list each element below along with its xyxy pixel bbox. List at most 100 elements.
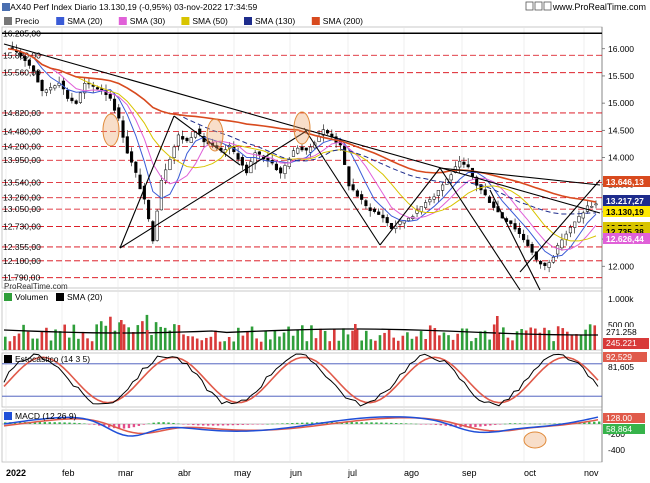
candle-body	[360, 194, 364, 200]
volume-bar	[81, 331, 85, 350]
trend-line	[119, 115, 175, 249]
candle-body	[424, 202, 428, 208]
macd-hist-bar	[429, 424, 433, 425]
month-label-10: nov	[584, 468, 599, 478]
volume-bar	[4, 336, 7, 350]
candle-body	[326, 130, 330, 134]
volume-bar	[364, 330, 368, 350]
volume-bar	[173, 324, 176, 350]
macd-hist-bar	[18, 422, 22, 424]
menu-icon[interactable]	[2, 3, 10, 11]
month-label-5: jun	[289, 468, 302, 478]
volume-bar	[250, 326, 254, 350]
level-label-7: 13.540,00	[3, 178, 41, 188]
macd-hist-bar	[538, 423, 541, 425]
highlight-oval	[102, 113, 120, 147]
level-label-0: 16.285,00	[3, 28, 41, 38]
legend-swatch-5	[311, 17, 320, 25]
volume-bar	[141, 321, 144, 350]
volume-bar	[310, 325, 313, 350]
macd-hist-bar	[439, 424, 442, 426]
candle-body	[125, 136, 129, 154]
volume-bar	[122, 324, 126, 350]
macd-hist-bar	[48, 422, 51, 424]
macd-hist-bar	[494, 424, 497, 425]
macd-tag-bg-2	[603, 424, 645, 434]
macd-line	[3, 416, 599, 437]
price-tag-bg	[603, 176, 650, 187]
volume-bar	[246, 331, 249, 350]
volume-bar	[86, 338, 89, 350]
volume-bar	[278, 336, 281, 350]
volume-bar	[383, 332, 386, 350]
close-icon[interactable]	[543, 1, 552, 11]
volume-bar	[492, 324, 496, 350]
volume-bar	[241, 335, 245, 350]
candle-body	[172, 146, 176, 158]
macd-hist-bar	[469, 424, 472, 428]
legend-swatch-3	[181, 17, 190, 25]
macd-hist-bar	[548, 423, 551, 425]
macd-hist-bar	[484, 424, 487, 427]
volume-bar	[136, 325, 140, 350]
volume-spike	[354, 324, 357, 350]
highlight-oval	[293, 111, 311, 145]
macd-hist-bar	[395, 423, 398, 424]
candle-body	[283, 165, 287, 174]
volume-bar	[58, 331, 62, 350]
volume-bar	[287, 326, 290, 350]
volume-bar	[428, 325, 432, 350]
month-label-6: jul	[347, 468, 357, 478]
macd-hist-bar	[216, 424, 220, 426]
y-tick-label: 16.000	[608, 44, 634, 54]
volume-bar	[552, 341, 555, 350]
trend-line	[439, 167, 601, 186]
candle-body	[70, 97, 74, 102]
volume-bar	[31, 338, 35, 350]
candle-body	[517, 228, 521, 235]
y-tick-label: 15.500	[608, 71, 634, 81]
volume-bar	[470, 341, 473, 350]
stoch-tag-bg	[603, 352, 647, 362]
window-icon[interactable]	[534, 1, 543, 11]
legend-label-2: SMA (30)	[130, 16, 166, 26]
candle-body	[347, 166, 351, 187]
macd-hist-bar	[419, 424, 423, 425]
volume-sma-swatch	[56, 293, 64, 301]
volume-bar	[22, 324, 25, 350]
volume-bar	[406, 332, 409, 350]
candle-body	[300, 146, 304, 151]
volume-bar	[259, 341, 263, 350]
volume-bar	[401, 335, 405, 350]
legend-swatch-4	[244, 17, 252, 25]
volume-bar	[584, 329, 587, 350]
candle-body	[108, 93, 112, 99]
volume-bar	[346, 334, 350, 350]
volume-spike	[496, 316, 499, 350]
candle-body	[522, 233, 526, 241]
candle-body	[198, 128, 202, 135]
macd-hist-bar	[202, 424, 205, 426]
volume-bar	[150, 335, 153, 350]
candle-body	[189, 137, 193, 143]
macd-hist-bar	[88, 424, 91, 425]
settings-icon[interactable]	[525, 1, 534, 11]
macd-hist-bar	[43, 422, 46, 424]
volume-bar	[13, 336, 16, 350]
macd-hist-bar	[528, 423, 532, 425]
volume-bar	[223, 341, 226, 350]
candle-body	[78, 92, 82, 103]
candle-body	[573, 221, 577, 228]
volume-bar	[269, 339, 272, 350]
volume-bar	[282, 332, 286, 350]
price-tag-bg	[603, 226, 650, 237]
macd-hist-bar	[53, 422, 56, 424]
candle-body	[406, 217, 411, 221]
volume-bar	[182, 334, 185, 350]
macd-hist-bar	[103, 424, 106, 427]
volume-bar	[118, 322, 121, 350]
macd-hist-bar	[73, 422, 76, 424]
y-tick-label: 14.000	[608, 153, 634, 163]
macd-hist-bar	[454, 424, 457, 427]
macd-hist-bar	[543, 423, 546, 425]
